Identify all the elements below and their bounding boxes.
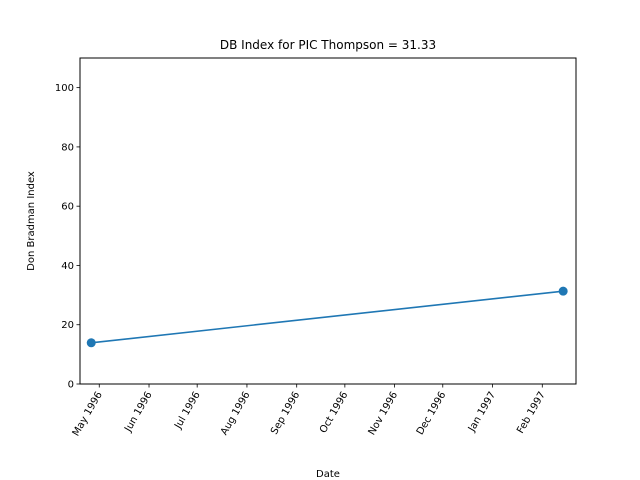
series-line [91, 290, 564, 344]
data-point [86, 338, 96, 348]
chart-title: DB Index for PIC Thompson = 31.33 [220, 38, 436, 52]
data-point [558, 286, 568, 296]
y-tick-label: 80 [61, 142, 74, 153]
axes-frame [79, 57, 577, 385]
y-tick-label: 20 [61, 320, 74, 331]
y-tick-label: 100 [55, 83, 74, 94]
y-axis-title: Don Bradman Index [26, 171, 37, 271]
x-axis-title: Date [316, 469, 340, 480]
y-tick-label: 0 [68, 380, 74, 391]
y-tick-label: 40 [61, 261, 74, 272]
y-tick-label: 60 [61, 202, 74, 213]
